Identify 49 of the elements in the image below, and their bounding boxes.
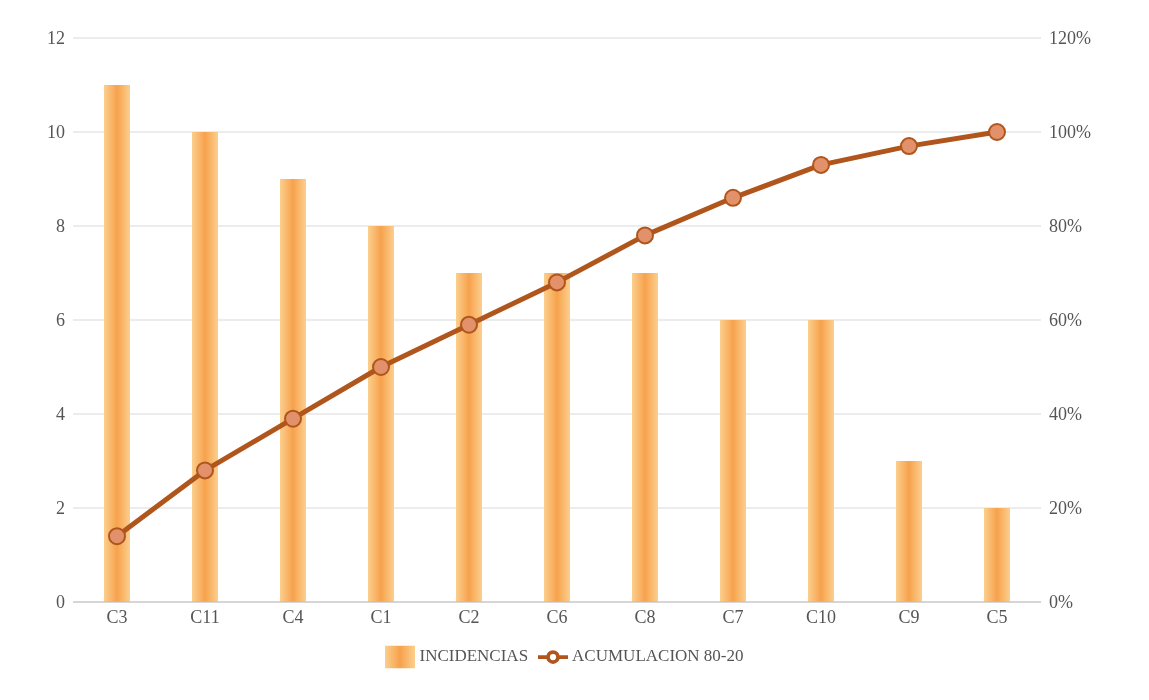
y2-tick-label: 100% bbox=[1049, 122, 1091, 143]
bar bbox=[984, 508, 1010, 602]
bar bbox=[456, 273, 482, 602]
bar bbox=[896, 461, 922, 602]
y-tick-label: 6 bbox=[56, 310, 65, 331]
x-tick-label: C2 bbox=[458, 606, 480, 627]
y2-tick-label: 20% bbox=[1049, 498, 1082, 519]
y-tick-label: 12 bbox=[47, 28, 65, 49]
x-tick-label: C10 bbox=[805, 606, 837, 627]
bar bbox=[280, 179, 306, 602]
x-tick-label: C3 bbox=[106, 606, 128, 627]
point bbox=[372, 358, 390, 376]
point bbox=[900, 137, 918, 156]
y2-tick-label: 40% bbox=[1049, 404, 1082, 425]
x-tick-label: C8 bbox=[634, 606, 656, 627]
bar bbox=[808, 320, 834, 602]
x-tick-label: C6 bbox=[546, 606, 568, 627]
bar bbox=[632, 273, 658, 602]
x-tick-label: C4 bbox=[282, 606, 304, 627]
legend-label: ACUMULACION 80-20 bbox=[572, 645, 744, 665]
bar bbox=[192, 132, 218, 602]
y-tick-label: 0 bbox=[56, 592, 65, 613]
point bbox=[636, 226, 654, 245]
point bbox=[548, 273, 566, 292]
y2-tick-label: 80% bbox=[1049, 216, 1082, 237]
legend-label: INCIDENCIAS bbox=[419, 645, 529, 665]
x-tick-label: C9 bbox=[898, 606, 920, 627]
y-tick-label: 4 bbox=[56, 404, 65, 425]
x-tick-label: C1 bbox=[370, 606, 392, 627]
point bbox=[460, 315, 478, 334]
point bbox=[812, 155, 830, 174]
x-tick-label: C7 bbox=[722, 606, 744, 627]
bar bbox=[368, 226, 394, 602]
point bbox=[724, 188, 742, 207]
y-tick-label: 10 bbox=[47, 122, 65, 143]
y2-tick-label: 60% bbox=[1049, 310, 1082, 331]
point bbox=[988, 123, 1006, 141]
bar bbox=[544, 273, 570, 602]
point bbox=[196, 461, 214, 480]
point bbox=[284, 409, 302, 428]
x-tick-label: C5 bbox=[986, 606, 1008, 627]
y-tick-label: 2 bbox=[56, 498, 65, 519]
bar bbox=[104, 85, 130, 602]
y2-tick-label: 0% bbox=[1049, 592, 1073, 613]
y2-tick-label: 120% bbox=[1049, 28, 1091, 49]
x-tick-label: C11 bbox=[190, 606, 220, 627]
y-tick-label: 8 bbox=[56, 216, 65, 237]
bar bbox=[720, 320, 746, 602]
point bbox=[108, 527, 126, 546]
